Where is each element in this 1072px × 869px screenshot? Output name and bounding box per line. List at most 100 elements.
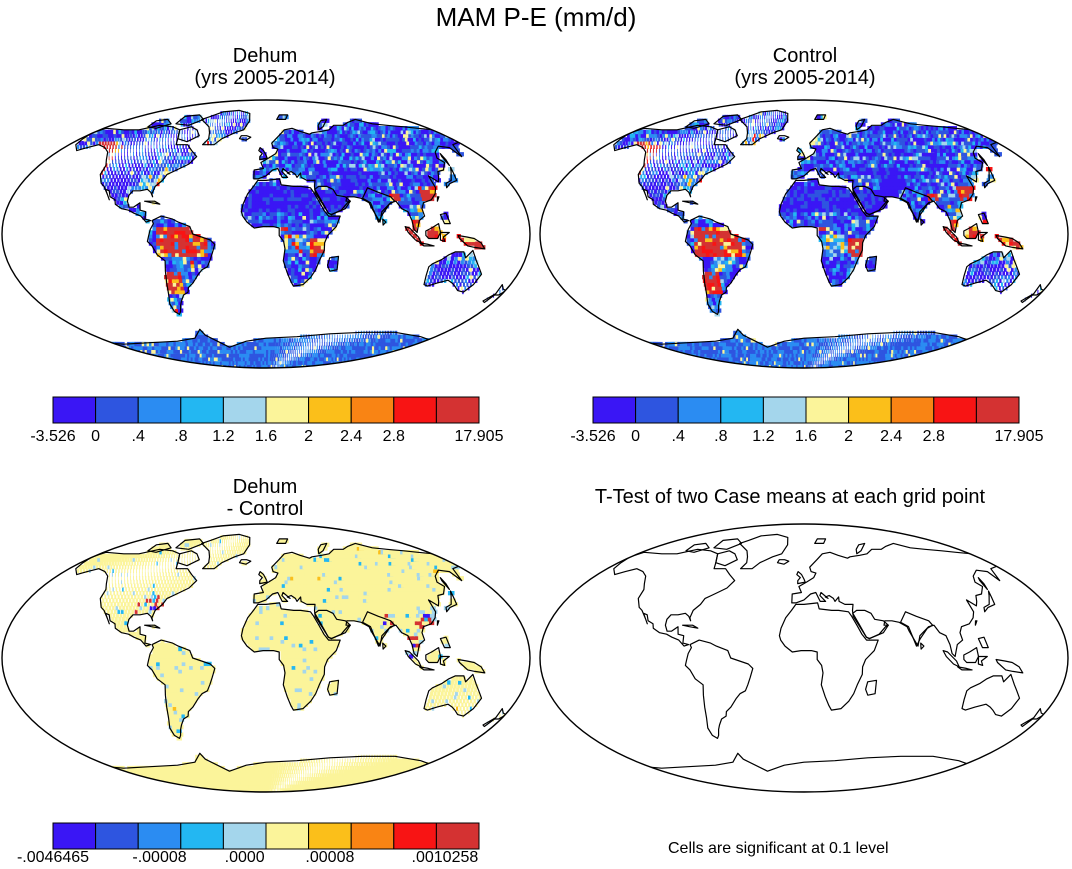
coastline-greenland xyxy=(739,533,789,570)
coastline-iceland xyxy=(776,559,790,565)
coastline-newguinea xyxy=(457,234,486,250)
coastline-india xyxy=(362,187,396,223)
map-panel-ttest xyxy=(539,523,1069,793)
coastline-australia xyxy=(423,673,483,717)
colorbar-diff xyxy=(52,822,480,850)
coastline-java xyxy=(957,666,973,671)
colorbar-dehum xyxy=(52,396,480,424)
coastline-japan xyxy=(983,590,996,613)
colorbar-tick-label: -3.526 xyxy=(30,428,76,445)
coastline-novaya xyxy=(855,542,866,555)
coastline-canarc2 xyxy=(713,538,743,550)
coastline-namerica xyxy=(613,548,736,647)
coastline-iceland xyxy=(776,135,790,141)
coastline-java xyxy=(419,666,435,671)
colorbar-swatch xyxy=(180,822,224,850)
coastline-svalbard xyxy=(814,114,827,120)
colorbar-swatch xyxy=(762,396,807,424)
coastline-sulawesi xyxy=(439,655,450,666)
colorbar-labels-diff: -.0046465 -.00008 .0000 .00008 .0010258 xyxy=(17,849,480,869)
coastline-sakhalin xyxy=(977,152,988,167)
coastline-borneo xyxy=(425,646,442,664)
coastline-eurasia xyxy=(791,118,1001,234)
colorbar-tick-label: 2.8 xyxy=(922,428,945,445)
coastline-newguinea xyxy=(995,234,1024,250)
coastline-greenland xyxy=(201,533,251,570)
colorbar-tick-label: 1.6 xyxy=(254,428,278,445)
coastline-sulawesi xyxy=(977,655,988,666)
coastline-borneo xyxy=(963,646,980,664)
coastline-uk xyxy=(796,146,806,161)
coastline-srilanka xyxy=(382,642,387,650)
map-panel-dehum xyxy=(1,99,531,369)
coastline-greenland xyxy=(201,109,251,146)
coastline-srilanka xyxy=(920,642,925,650)
coastline-java xyxy=(419,242,435,247)
coastline-uk xyxy=(796,570,806,585)
colorbar-swatch xyxy=(265,396,310,424)
colorbar-swatch xyxy=(222,396,267,424)
coastline-madagascar xyxy=(865,255,878,272)
coastline-canarc1 xyxy=(685,118,710,129)
coastline-canarc1 xyxy=(147,542,172,553)
significance-note: Cells are significant at 0.1 level xyxy=(668,840,889,857)
coastline-samerica xyxy=(146,215,216,315)
coastline-samerica xyxy=(684,639,754,739)
colorbar-labels-dehum: -3.526 0 .4 .8 1.2 1.6 2 2.4 2.8 17.905 xyxy=(30,428,503,448)
colorbar-tick-label: .4 xyxy=(131,428,145,445)
coastline-baffin xyxy=(715,126,738,143)
colorbar-tick-label: -3.526 xyxy=(570,428,616,445)
colorbar-swatch xyxy=(435,822,480,850)
coastline-novaya xyxy=(317,118,328,131)
coastline-sakhalin xyxy=(977,576,988,591)
coastline-newzealand xyxy=(482,284,507,304)
coastline-baffin xyxy=(177,126,200,143)
coastline-canarc2 xyxy=(175,538,205,550)
colorbar-tick-label: 1.2 xyxy=(212,428,235,445)
coastline-taiwan xyxy=(436,620,440,626)
colorbar-swatch xyxy=(393,822,437,850)
coastline-uk xyxy=(258,570,268,585)
coastline-taiwan xyxy=(974,196,978,202)
panel-title-line1: Dehum xyxy=(232,476,298,498)
colorbar-swatch xyxy=(52,396,97,424)
coastline-japan xyxy=(445,166,458,189)
colorbar-tick-label: .8 xyxy=(174,428,188,445)
colorbar-swatch xyxy=(677,396,722,424)
colorbar-tick-label: 0 xyxy=(91,428,101,445)
colorbar-tick-label: 17.905 xyxy=(994,428,1044,445)
coastline-newguinea xyxy=(995,658,1024,674)
panel-title-control: Control (yrs 2005-2014) xyxy=(600,45,1010,89)
colorbar-tick-label: 0 xyxy=(631,428,641,445)
panel-title-line1: T-Test of two Case means at each grid po… xyxy=(594,486,986,508)
coastline-arabia xyxy=(852,185,889,216)
panel-title-line2: (yrs 2005-2014) xyxy=(194,67,336,89)
colorbar-swatch xyxy=(52,822,97,850)
panel-title-diff: Dehum - Control xyxy=(60,476,470,520)
coastline-srilanka xyxy=(382,218,387,226)
panel-title-line1: Control xyxy=(772,45,838,67)
colorbar-swatch xyxy=(308,396,352,424)
colorbar-swatch xyxy=(890,396,935,424)
coastline-cuba xyxy=(144,200,161,205)
coastline-canarc1 xyxy=(147,118,172,129)
coastline-arabia xyxy=(852,609,889,640)
colorbar-swatch xyxy=(720,396,764,424)
coastline-india xyxy=(900,611,934,647)
colorbar-swatch xyxy=(137,396,182,424)
colorbar-swatch xyxy=(805,396,850,424)
coastline-canarc2 xyxy=(175,114,205,126)
coastline-sulawesi xyxy=(977,231,988,242)
coastline-greenland xyxy=(739,109,789,146)
panel-title-line2: - Control xyxy=(226,498,304,520)
coastline-canarc2 xyxy=(713,114,743,126)
coastline-australia xyxy=(961,249,1021,293)
colorbar-swatch xyxy=(265,822,310,850)
colorbar-tick-label: .00008 xyxy=(305,849,355,866)
coastline-australia xyxy=(423,249,483,293)
colorbar-tick-label: .0010258 xyxy=(411,849,479,866)
coastline-sakhalin xyxy=(439,152,450,167)
coastline-newguinea xyxy=(457,658,486,674)
colorbar-swatch xyxy=(975,396,1020,424)
colorbar-tick-label: -.00008 xyxy=(132,849,187,866)
